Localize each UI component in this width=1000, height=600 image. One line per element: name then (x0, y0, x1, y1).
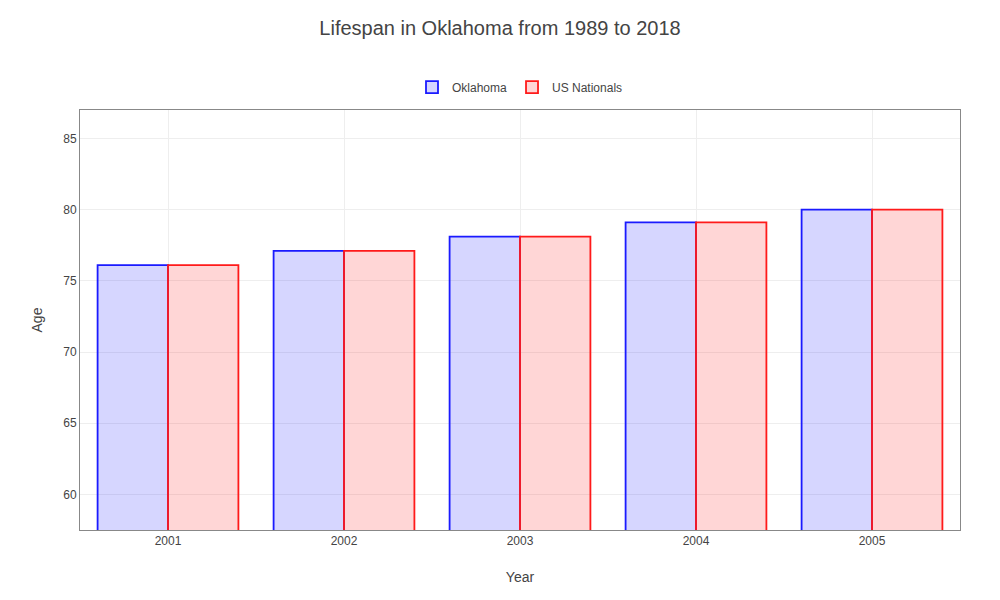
svg-text:Lifespan in Oklahoma from 1989: Lifespan in Oklahoma from 1989 to 2018 (319, 17, 680, 39)
svg-text:85: 85 (63, 132, 77, 146)
svg-text:Oklahoma: Oklahoma (452, 81, 507, 95)
svg-text:80: 80 (63, 203, 77, 217)
svg-text:2002: 2002 (331, 534, 358, 548)
svg-text:75: 75 (63, 274, 77, 288)
svg-text:70: 70 (63, 345, 77, 359)
svg-text:2004: 2004 (683, 534, 710, 548)
svg-text:2003: 2003 (507, 534, 534, 548)
svg-text:2005: 2005 (859, 534, 886, 548)
svg-text:60: 60 (63, 488, 77, 502)
svg-text:2001: 2001 (155, 534, 182, 548)
svg-text:US Nationals: US Nationals (552, 81, 622, 95)
svg-text:Age: Age (29, 307, 45, 332)
svg-text:Year: Year (506, 569, 535, 585)
svg-text:65: 65 (63, 416, 77, 430)
